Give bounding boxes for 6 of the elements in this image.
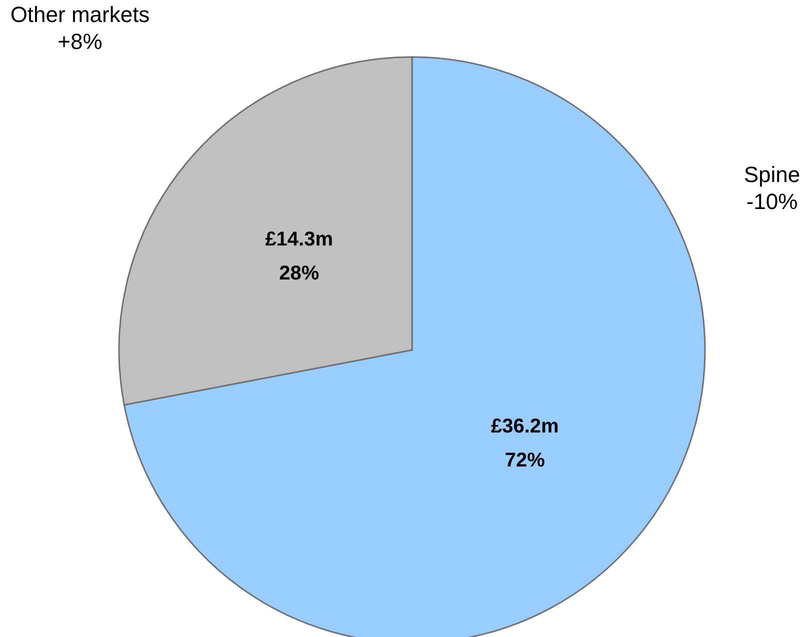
text: -10% bbox=[746, 189, 798, 214]
slice-label: Spine bbox=[744, 162, 800, 187]
data-label: £36.2m 72% bbox=[490, 415, 559, 472]
data-label: £14.3m 28% bbox=[265, 228, 334, 285]
slice-label: Other markets bbox=[10, 2, 150, 27]
text: +8% bbox=[58, 29, 102, 54]
